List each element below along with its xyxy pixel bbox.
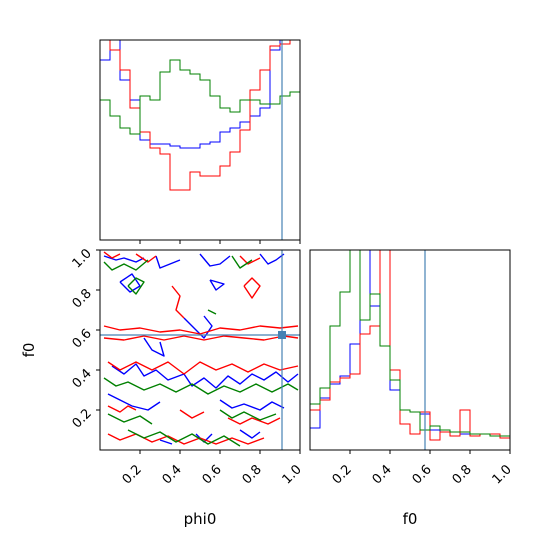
contour-red-1 <box>135 253 157 263</box>
hist-f0-frame <box>309 249 511 451</box>
contour-red-2 <box>239 255 261 265</box>
hist-phi0-frame <box>99 39 301 241</box>
hist-f0-x-tick-label-0: 0.2 <box>330 462 355 487</box>
hist-f0-red-line <box>309 249 511 450</box>
contour-green-3 <box>207 309 217 315</box>
contour-blue-8 <box>111 363 299 389</box>
hist-f0-x-tick-label-3: 0.8 <box>450 462 475 487</box>
contour-blue-5 <box>209 279 225 291</box>
contour-green-5 <box>107 413 153 425</box>
hist-f0-x-tick-label-2: 0.6 <box>410 462 435 487</box>
x-axis-label-f0: f0 <box>403 510 418 528</box>
contour-blue-7 <box>143 337 165 357</box>
contour-red-0 <box>103 251 121 259</box>
scatter-phi0-f0-panel: 0.2 0.4 0.6 0.8 1.0 0.2 0.4 0.6 0.8 1.0 <box>70 246 305 487</box>
contour-blue-3 <box>259 253 285 265</box>
x-axis-label-phi0: phi0 <box>184 510 217 528</box>
contour-y-tick-label-2: 0.6 <box>70 326 95 351</box>
hist-f0-x-tick-label-4: 1.0 <box>490 462 515 487</box>
contour-x-tick-label-1: 0.4 <box>160 462 185 487</box>
contour-frame <box>99 249 301 451</box>
contour-green-7 <box>127 429 241 447</box>
contour-red-7 <box>107 361 299 375</box>
contour-y-tick-label-0: 0.2 <box>70 406 95 431</box>
contour-blue-4 <box>119 273 141 293</box>
contour-red-6 <box>103 335 299 341</box>
contour-y-tick-label-3: 0.8 <box>70 286 95 311</box>
contour-red-8 <box>107 405 137 413</box>
contour-green-6 <box>219 409 277 421</box>
contour-red-11 <box>107 433 265 445</box>
contour-blue-2 <box>199 253 231 267</box>
contour-blue-13 <box>239 429 261 439</box>
contour-green-1 <box>231 255 253 269</box>
contour-blue-6 <box>183 315 213 339</box>
contour-lines <box>103 251 299 447</box>
contour-red-9 <box>179 409 205 419</box>
contour-red-10 <box>227 417 281 425</box>
contour-y-tick-label-4: 1.0 <box>70 246 95 271</box>
contour-red-3 <box>171 285 185 319</box>
contour-blue-11 <box>159 439 173 445</box>
hist-f0-panel: 0.2 0.4 0.6 0.8 1.0 <box>309 249 515 487</box>
contour-x-tick-label-2: 0.6 <box>200 462 225 487</box>
hist-phi0-panel <box>99 39 301 244</box>
contour-x-tick-label-4: 1.0 <box>280 462 305 487</box>
contour-x-tick-label-3: 0.8 <box>240 462 265 487</box>
contour-x-tick-label-0: 0.2 <box>120 462 145 487</box>
contour-y-tick-label-1: 0.4 <box>70 366 95 391</box>
contour-red-4 <box>243 277 261 299</box>
truth-marker <box>278 331 286 339</box>
contour-blue-1 <box>155 255 181 269</box>
contour-green-0 <box>103 259 149 271</box>
contour-green-4 <box>103 377 299 395</box>
contour-red-5 <box>103 325 299 335</box>
contour-green-2 <box>127 277 145 295</box>
hist-phi0-red-line <box>99 39 301 240</box>
contour-blue-10 <box>219 399 285 411</box>
hist-f0-x-tick-label-1: 0.4 <box>370 462 395 487</box>
hist-f0-blue-line <box>309 249 511 450</box>
y-axis-label-f0: f0 <box>20 343 38 358</box>
contour-blue-9 <box>107 393 161 411</box>
hist-f0-green-line <box>309 249 511 450</box>
hist-phi0-green-line <box>99 59 301 240</box>
